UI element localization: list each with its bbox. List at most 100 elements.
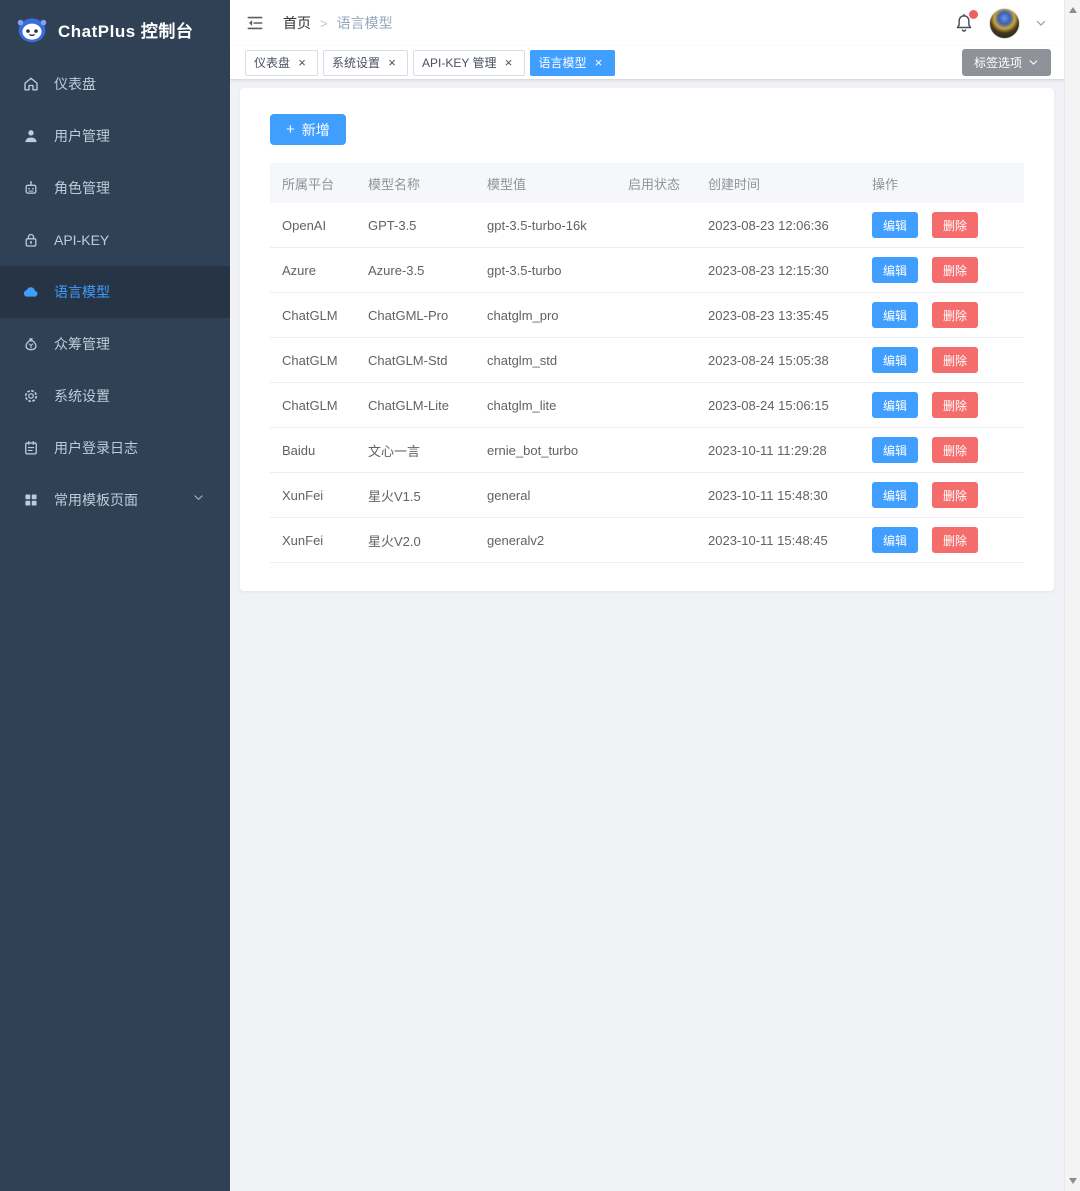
- robot-logo-icon: [16, 14, 48, 44]
- cell-platform: ChatGLM: [282, 307, 338, 323]
- cell-model-value: chatglm_pro: [487, 307, 559, 323]
- sidebar-item-dashboard[interactable]: 仪表盘: [0, 58, 230, 110]
- add-model-label: 新增: [301, 121, 330, 138]
- delete-button[interactable]: 删除: [932, 437, 979, 463]
- user-avatar[interactable]: [989, 7, 1020, 39]
- breadcrumb-home[interactable]: 首页: [283, 15, 311, 31]
- delete-button[interactable]: 删除: [932, 527, 979, 553]
- cell-model-name: 星火V1.5: [368, 488, 421, 504]
- cell-created-time: 2023-08-23 13:35:45: [708, 307, 829, 323]
- lock-icon: [22, 231, 40, 249]
- cell-actions: 编辑 删除: [860, 347, 1024, 373]
- navbar-right: [953, 7, 1048, 39]
- breadcrumb: 首页 > 语言模型: [283, 13, 393, 33]
- tab-system-settings[interactable]: 系统设置 ×: [323, 49, 409, 76]
- tabs-bar: 仪表盘 × 系统设置 × API-KEY 管理 × 语言模型 × 标签选项: [230, 46, 1064, 80]
- sidebar-item-login-log[interactable]: 用户登录日志: [0, 422, 230, 474]
- delete-button[interactable]: 删除: [932, 257, 979, 283]
- cell-model-value: chatglm_lite: [487, 397, 557, 413]
- delete-button[interactable]: 删除: [932, 302, 979, 328]
- cell-actions: 编辑 删除: [860, 482, 1024, 508]
- sidebar-item-user-management[interactable]: 用户管理: [0, 110, 230, 162]
- tab-api-key-manage[interactable]: API-KEY 管理 ×: [413, 49, 525, 76]
- cell-model-name: 星火V2.0: [368, 533, 421, 549]
- table-row: Baidu 文心一言 ernie_bot_turbo 2023-10-11 11:29…: [270, 428, 1024, 473]
- cell-enabled-status: [616, 488, 696, 503]
- sidebar-fold-icon[interactable]: [245, 12, 267, 34]
- table-row: ChatGLM ChatGML-Pro chatglm_pro 2023-08-23 …: [270, 293, 1024, 338]
- table-body: OpenAI GPT-3.5 gpt-3.5-turbo-16k 2023-08-23…: [270, 203, 1024, 563]
- navbar: 首页 > 语言模型: [230, 0, 1064, 46]
- money-bag-icon: [22, 335, 40, 353]
- cell-actions: 编辑 删除: [860, 212, 1024, 238]
- main-area: 首页 > 语言模型 仪表盘 × 系统设置 × API-KEY 管理 × 语言模型 × 标签选项: [230, 0, 1064, 1191]
- notification-dot: [969, 10, 978, 19]
- sidebar-item-label: 众筹管理: [54, 336, 110, 352]
- cell-platform: XunFei: [282, 487, 324, 503]
- delete-button[interactable]: 删除: [932, 482, 979, 508]
- edit-button[interactable]: 编辑: [872, 392, 919, 418]
- edit-button[interactable]: 编辑: [872, 302, 919, 328]
- edit-button[interactable]: 编辑: [872, 437, 919, 463]
- cell-model-value: chatglm_std: [487, 352, 558, 368]
- notification-bell-icon[interactable]: [953, 10, 978, 35]
- page-scrollbar[interactable]: [1064, 0, 1080, 1191]
- edit-button[interactable]: 编辑: [872, 482, 919, 508]
- edit-button[interactable]: 编辑: [872, 212, 919, 238]
- cell-platform: Baidu: [282, 442, 316, 458]
- role-robot-icon: [22, 179, 40, 197]
- tab-close-icon[interactable]: ×: [504, 54, 513, 70]
- sidebar-item-language-model[interactable]: 语言模型: [0, 266, 230, 318]
- cell-created-time: 2023-08-24 15:05:38: [708, 352, 829, 368]
- sidebar-item-label: 系统设置: [54, 388, 110, 404]
- model-list-card: + 新增 所属平台 模型名称 模型值 启用状态 创建时间 操作 OpenAI GPT-3.5…: [240, 88, 1054, 591]
- column-header: 所属平台: [282, 176, 335, 192]
- cell-actions: 编辑 删除: [860, 302, 1024, 328]
- tab-close-icon[interactable]: ×: [388, 54, 396, 70]
- cell-platform: Azure: [282, 262, 316, 278]
- cell-platform: ChatGLM: [282, 352, 338, 368]
- cell-actions: 编辑 删除: [860, 257, 1024, 283]
- grid-icon: [22, 491, 40, 509]
- cell-model-value: gpt-3.5-turbo: [487, 262, 562, 278]
- tab-dashboard[interactable]: 仪表盘 ×: [245, 49, 319, 76]
- tab-label: 仪表盘: [254, 56, 291, 70]
- tab-label: API-KEY 管理: [422, 56, 497, 70]
- scrollbar-up-arrow[interactable]: [1065, 2, 1080, 18]
- cell-model-value: generalv2: [487, 532, 545, 548]
- sidebar-item-system-settings[interactable]: 系统设置: [0, 370, 230, 422]
- delete-button[interactable]: 删除: [932, 212, 979, 238]
- sidebar-item-template-pages[interactable]: 常用模板页面: [0, 474, 230, 526]
- cell-enabled-status: [616, 218, 696, 233]
- cell-enabled-status: [616, 398, 696, 413]
- tab-close-icon[interactable]: ×: [298, 54, 306, 70]
- cell-enabled-status: [616, 308, 696, 323]
- column-header: 操作: [872, 176, 899, 192]
- edit-button[interactable]: 编辑: [872, 347, 919, 373]
- column-header: 模型值: [487, 176, 527, 192]
- table-row: ChatGLM ChatGLM-Std chatglm_std 2023-08-24 …: [270, 338, 1024, 383]
- user-menu-chevron-down-icon[interactable]: [1034, 16, 1048, 30]
- table-header-row: 所属平台 模型名称 模型值 启用状态 创建时间 操作: [270, 163, 1024, 203]
- tab-language-model[interactable]: 语言模型 ×: [529, 49, 615, 76]
- column-header: 模型名称: [368, 176, 421, 192]
- scrollbar-down-arrow[interactable]: [1065, 1173, 1080, 1189]
- sidebar-item-role-management[interactable]: 角色管理: [0, 162, 230, 214]
- sidebar-item-label: 仪表盘: [54, 76, 96, 92]
- cell-model-name: ChatGLM-Std: [368, 352, 448, 368]
- add-model-button[interactable]: + 新增: [270, 114, 346, 145]
- tab-label: 系统设置: [332, 56, 381, 70]
- tab-close-icon[interactable]: ×: [594, 54, 603, 70]
- cell-model-name: ChatGLM-Lite: [368, 397, 449, 413]
- cell-model-value: general: [487, 487, 531, 503]
- tags-options-button[interactable]: 标签选项: [961, 49, 1051, 76]
- log-book-icon: [22, 439, 40, 457]
- edit-button[interactable]: 编辑: [872, 527, 919, 553]
- sidebar-item-crowdfunding[interactable]: 众筹管理: [0, 318, 230, 370]
- sidebar-item-api-key[interactable]: API-KEY: [0, 214, 230, 266]
- edit-button[interactable]: 编辑: [872, 257, 919, 283]
- column-header: 启用状态: [628, 176, 681, 192]
- delete-button[interactable]: 删除: [932, 347, 979, 373]
- dashboard-icon: [22, 75, 40, 93]
- delete-button[interactable]: 删除: [932, 392, 979, 418]
